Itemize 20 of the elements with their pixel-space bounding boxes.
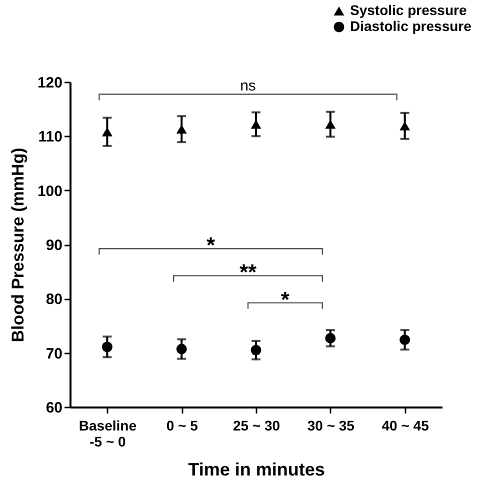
y-tick-label: 120 bbox=[37, 74, 62, 92]
y-tick-label: 110 bbox=[38, 128, 62, 146]
y-tick-label: 90 bbox=[46, 237, 62, 254]
annotation: * bbox=[206, 232, 216, 258]
x-tick-label: 0 ~ 5 bbox=[166, 418, 198, 434]
y-tick-label: 70 bbox=[46, 345, 62, 362]
x-tick-label: 40 ~ 45 bbox=[382, 418, 430, 434]
annotation: ** bbox=[239, 260, 257, 285]
y-tick-label: 60 bbox=[46, 400, 62, 416]
annotation: ns bbox=[240, 77, 256, 94]
x-tick-label: 25 ~ 30 bbox=[232, 418, 280, 434]
legend-label: Diastolic pressure bbox=[350, 18, 472, 34]
x-axis-title: Time in minutes bbox=[188, 460, 325, 480]
x-tick-label: Baseline -5 ~ 0 bbox=[78, 418, 137, 450]
y-tick-label: 80 bbox=[46, 291, 62, 308]
legend-label: Systolic pressure bbox=[350, 2, 467, 18]
y-tick-label: 100 bbox=[37, 182, 62, 200]
annotation: * bbox=[280, 286, 290, 312]
x-tick-label: 30 ~ 35 bbox=[307, 418, 355, 434]
y-axis-title: Blood Pressure (mmHg) bbox=[8, 148, 28, 342]
